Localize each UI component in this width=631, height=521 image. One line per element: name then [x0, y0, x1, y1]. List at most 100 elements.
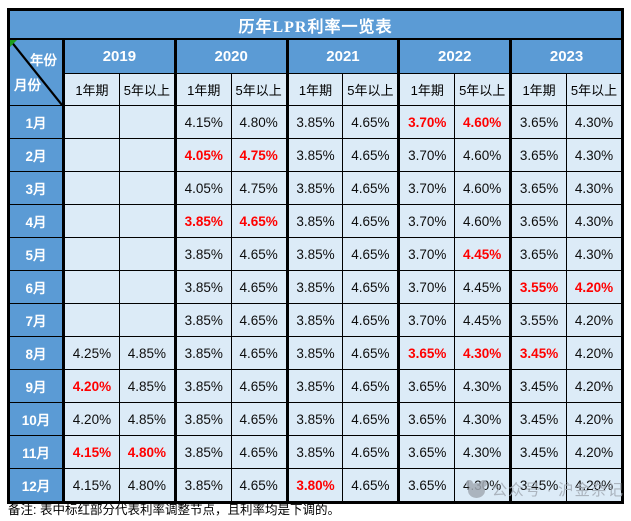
term-header: 5年以上: [566, 73, 623, 106]
rate-cell: 3.70%: [397, 105, 456, 139]
rate-cell: 3.85%: [285, 435, 344, 469]
rate-cell: [118, 237, 176, 271]
rate-cell: 4.80%: [230, 105, 288, 139]
rate-cell: 4.85%: [118, 336, 176, 370]
rate-cell: 4.30%: [566, 204, 623, 238]
rate-cell: 4.65%: [342, 270, 400, 304]
rate-cell: 3.65%: [509, 204, 568, 238]
rate-cell: [62, 171, 120, 205]
corner-cell: 年份 月份: [8, 38, 64, 106]
rate-cell: [62, 270, 120, 304]
rate-cell: 3.85%: [285, 237, 344, 271]
rate-cell: 4.65%: [230, 402, 288, 436]
rate-cell: 3.65%: [509, 171, 568, 205]
rate-cell: 3.65%: [509, 105, 568, 139]
rate-cell: 4.15%: [62, 435, 120, 469]
rate-cell: 4.65%: [342, 138, 400, 172]
year-header-row: 年份 月份 2019 2020 2021 2022 2023: [8, 38, 623, 106]
rate-cell: 3.85%: [285, 303, 344, 337]
month-label: 6月: [8, 270, 65, 304]
rate-cell: 3.65%: [509, 138, 568, 172]
diagonal-divider: [10, 40, 62, 105]
rate-cell: 4.65%: [230, 336, 288, 370]
rate-cell: 3.55%: [509, 303, 568, 337]
corner-month-label: 月份: [14, 78, 41, 93]
rate-cell: [62, 237, 120, 271]
rate-cell: 4.05%: [173, 138, 232, 172]
rate-cell: 3.70%: [397, 204, 456, 238]
rate-cell: 3.70%: [397, 171, 456, 205]
table-row: 10月 4.20% 4.85% 3.85% 4.65% 3.85% 4.65% 3.65% 4.…: [8, 402, 623, 436]
rate-cell: 4.60%: [454, 138, 512, 172]
month-label: 12月: [8, 468, 65, 503]
rate-cell: 3.65%: [397, 336, 456, 370]
rate-cell: 4.80%: [118, 468, 176, 503]
month-label: 8月: [8, 336, 65, 370]
rate-cell: 4.30%: [566, 138, 623, 172]
rate-cell: 4.30%: [454, 402, 512, 436]
corner-year-label: 年份: [30, 53, 57, 68]
rate-cell: 3.70%: [397, 138, 456, 172]
rate-cell: 4.65%: [230, 204, 288, 238]
rate-cell: 4.20%: [566, 435, 623, 469]
rate-cell: 4.85%: [118, 369, 176, 403]
rate-cell: [62, 204, 120, 238]
month-label: 3月: [8, 171, 65, 205]
rate-cell: 4.65%: [342, 402, 400, 436]
rate-cell: 3.85%: [173, 369, 232, 403]
rate-cell: 3.85%: [285, 171, 344, 205]
rate-cell: 3.85%: [173, 204, 232, 238]
rate-cell: 3.45%: [509, 336, 568, 370]
rate-cell: 3.85%: [285, 270, 344, 304]
rate-cell: 4.60%: [454, 204, 512, 238]
rate-cell: 3.70%: [397, 237, 456, 271]
cell-error-marker-icon: [10, 40, 17, 47]
rate-cell: [118, 171, 176, 205]
rate-cell: 3.85%: [173, 303, 232, 337]
rate-cell: 4.30%: [454, 435, 512, 469]
rate-cell: [118, 105, 176, 139]
term-header: 5年以上: [454, 73, 512, 106]
rate-cell: 3.80%: [285, 468, 344, 503]
rate-cell: 4.65%: [230, 270, 288, 304]
rate-cell: 3.65%: [509, 237, 568, 271]
rate-cell: 4.20%: [566, 303, 623, 337]
term-header: 5年以上: [342, 73, 400, 106]
rate-cell: 4.20%: [566, 336, 623, 370]
rate-cell: 4.25%: [62, 336, 120, 370]
rate-cell: [118, 303, 176, 337]
month-label: 7月: [8, 303, 65, 337]
rate-cell: 3.45%: [509, 402, 568, 436]
rate-cell: 3.65%: [397, 402, 456, 436]
rate-cell: 4.65%: [342, 237, 400, 271]
rate-cell: 4.30%: [566, 237, 623, 271]
rate-cell: 4.20%: [566, 402, 623, 436]
month-label: 5月: [8, 237, 65, 271]
rate-cell: 4.65%: [342, 303, 400, 337]
rate-cell: 4.15%: [173, 105, 232, 139]
rate-cell: 3.65%: [397, 435, 456, 469]
term-header: 1年期: [62, 73, 120, 106]
rate-cell: 4.75%: [230, 171, 288, 205]
rate-cell: 3.85%: [285, 105, 344, 139]
term-header-row: 1年期 5年以上 1年期 5年以上 1年期 5年以上 1年期 5年以上 1年期 5年以上: [9, 73, 623, 106]
rate-cell: 3.85%: [173, 336, 232, 370]
rate-cell: 4.30%: [566, 105, 623, 139]
rate-cell: 4.65%: [230, 303, 288, 337]
rate-cell: 4.60%: [454, 171, 512, 205]
watermark-text: 公众号 · 沪金杂记: [491, 482, 624, 499]
table-row: 8月 4.25% 4.85% 3.85% 4.65% 3.85% 4.65% 3.65% 4.3…: [8, 336, 623, 370]
rate-cell: 4.65%: [342, 435, 400, 469]
wechat-account-logo-icon: [465, 479, 487, 498]
rate-cell: 3.85%: [173, 402, 232, 436]
table-row: 1月 4.15% 4.80% 3.85% 4.65% 3.70% 4.60% 3.65% 4.3…: [8, 105, 623, 139]
rate-cell: 4.65%: [230, 435, 288, 469]
rate-cell: 3.85%: [173, 237, 232, 271]
rate-cell: 3.55%: [509, 270, 568, 304]
month-label: 2月: [8, 138, 65, 172]
rate-cell: 3.85%: [173, 468, 232, 503]
rate-cell: 4.65%: [342, 369, 400, 403]
year-header: 2019: [62, 38, 176, 74]
rate-cell: 4.20%: [62, 402, 120, 436]
footnote: 备注: 表中标红部分代表利率调整节点，且利率均是下调的。: [8, 503, 340, 517]
